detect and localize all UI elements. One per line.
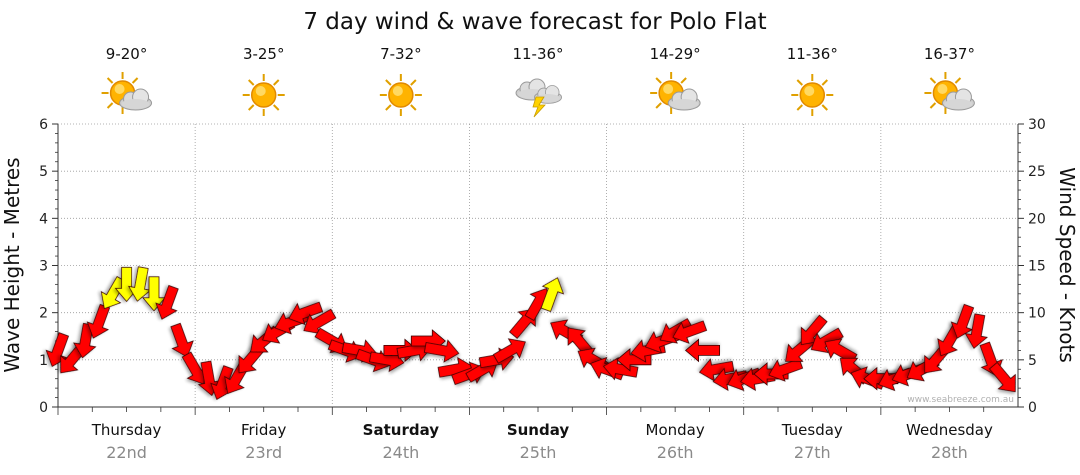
temperature-label: 11-36° bbox=[787, 45, 838, 63]
day-date-label: 25th bbox=[520, 443, 557, 462]
right-tick-label: 30 bbox=[1028, 117, 1046, 133]
partly-cloudy-icon bbox=[649, 71, 701, 115]
right-tick-label: 15 bbox=[1028, 259, 1046, 275]
day-name-label: Monday bbox=[646, 421, 705, 439]
left-tick-label: 2 bbox=[39, 306, 48, 322]
temperature-label: 3-25° bbox=[243, 45, 285, 63]
wind-arrow-point bbox=[100, 276, 127, 310]
day-date-label: 26th bbox=[657, 443, 694, 462]
day-name-label: Thursday bbox=[91, 421, 162, 439]
wind-arrow-point bbox=[684, 338, 720, 363]
temperature-label: 16-37° bbox=[924, 45, 975, 63]
thunderstorm-icon bbox=[515, 78, 563, 118]
wind-arrow-point bbox=[86, 303, 111, 339]
day-date-label: 23rd bbox=[245, 443, 282, 462]
left-tick-label: 4 bbox=[39, 211, 48, 227]
temperature-label: 11-36° bbox=[512, 45, 563, 63]
partly-cloudy-icon bbox=[923, 71, 975, 115]
wind-arrow-point bbox=[127, 266, 152, 302]
wind-arrow-point bbox=[155, 285, 179, 320]
day-name-label: Tuesday bbox=[781, 421, 843, 439]
chart-title: 7 day wind & wave forecast for Polo Flat bbox=[303, 9, 766, 35]
day-date-label: 27th bbox=[794, 443, 831, 462]
wind-arrow-point bbox=[602, 356, 639, 381]
wind-arrow-point bbox=[492, 338, 526, 364]
right-tick-label: 0 bbox=[1028, 400, 1037, 416]
wind-arrow-point bbox=[288, 301, 324, 326]
watermark: www.seabreeze.com.au bbox=[907, 395, 1014, 405]
left-tick-label: 6 bbox=[39, 117, 48, 133]
day-date-label: 24th bbox=[382, 443, 419, 462]
day-date-label: 28th bbox=[931, 443, 968, 462]
left-tick-label: 3 bbox=[39, 259, 48, 275]
day-name-label: Saturday bbox=[363, 421, 440, 439]
sunny-icon bbox=[241, 73, 286, 117]
wind-arrow-point bbox=[540, 277, 565, 312]
partly-cloudy-icon bbox=[100, 71, 153, 115]
wind-arrow-point bbox=[964, 313, 988, 349]
day-name-label: Wednesday bbox=[906, 421, 993, 439]
wind-arrow-point bbox=[810, 327, 844, 354]
right-tick-label: 5 bbox=[1028, 353, 1037, 369]
wind-arrow-point bbox=[73, 322, 97, 359]
sunny-icon bbox=[378, 73, 423, 117]
wind-arrow-point bbox=[698, 358, 735, 382]
left-tick-label: 1 bbox=[39, 353, 48, 369]
temperature-label: 14-29° bbox=[650, 45, 701, 63]
wind-arrow-point bbox=[824, 338, 858, 364]
left-tick-label: 0 bbox=[39, 400, 48, 416]
right-tick-label: 20 bbox=[1028, 211, 1046, 227]
wind-arrow-point bbox=[950, 303, 975, 339]
right-tick-label: 25 bbox=[1028, 164, 1046, 180]
wind-arrow-point bbox=[672, 320, 708, 344]
wind-arrow-point bbox=[142, 276, 166, 312]
sunny-icon bbox=[790, 73, 835, 117]
day-date-label: 22nd bbox=[106, 443, 147, 462]
right-axis-title: Wind Speed - Knots bbox=[1055, 167, 1079, 363]
wind-arrow-point bbox=[988, 361, 1016, 393]
day-name-label: Sunday bbox=[507, 421, 570, 439]
wind-arrow-point bbox=[303, 308, 337, 335]
left-axis-title: Wave Height - Metres bbox=[0, 157, 24, 372]
wind-arrow-point bbox=[170, 322, 194, 358]
day-name-label: Friday bbox=[241, 421, 287, 439]
wind-arrow-point bbox=[423, 339, 460, 363]
right-tick-label: 10 bbox=[1028, 306, 1046, 322]
left-tick-label: 5 bbox=[39, 164, 48, 180]
wind-arrow-point bbox=[800, 314, 828, 345]
temperature-label: 7-32° bbox=[380, 45, 422, 63]
temperature-label: 9-20° bbox=[106, 45, 148, 63]
